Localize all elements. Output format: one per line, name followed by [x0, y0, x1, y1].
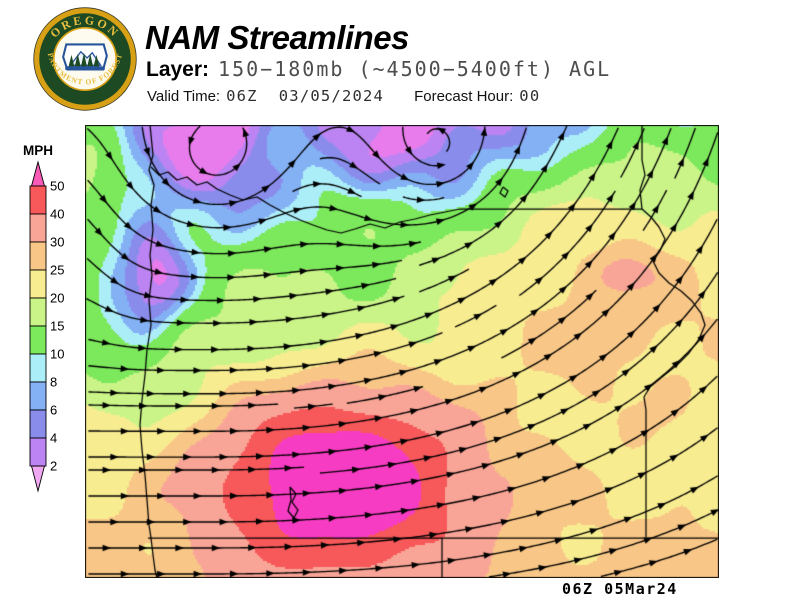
legend-tick-label: 15 — [50, 319, 64, 334]
legend-tick-label: 30 — [50, 235, 64, 250]
map-timestamp: 06Z 05Mar24 — [562, 580, 678, 598]
legend-color-segment — [29, 213, 47, 243]
legend-color-segment — [29, 241, 47, 271]
legend-color-segment — [29, 185, 47, 215]
layer-label: Layer: — [146, 58, 210, 81]
valid-time-line: Valid Time: 06Z 03/05/2024 Forecast Hour… — [147, 87, 540, 105]
legend-tick-label: 20 — [50, 291, 64, 306]
legend-arrow-low-icon — [30, 465, 46, 493]
forecast-hour-value: 00 — [519, 87, 541, 105]
legend-color-segment — [29, 381, 47, 411]
wind-speed-legend: MPH 50 40 30 25 20 15 10 8 6 4 2 — [23, 143, 64, 493]
legend-tick-label: 4 — [50, 431, 57, 446]
legend-color-segment — [29, 353, 47, 383]
oregon-forestry-seal-icon: OREGON DEPARTMENT OF FORESTRY — [30, 0, 137, 111]
legend-tick-label: 6 — [50, 403, 57, 418]
logo-emblem — [62, 43, 108, 71]
legend-title: MPH — [23, 143, 53, 158]
forecast-hour-label: Forecast Hour: — [414, 88, 514, 105]
legend-color-segment — [29, 437, 47, 467]
legend-tick-label: 40 — [50, 207, 64, 222]
streamline-weather-map — [85, 125, 719, 578]
odf-logo: OREGON DEPARTMENT OF FORESTRY — [30, 0, 137, 111]
valid-time-label: Valid Time: — [147, 88, 221, 105]
legend-color-segment — [29, 325, 47, 355]
legend-color-segment — [29, 269, 47, 299]
layer-value: 150−180mb (~4500−5400ft) AGL — [218, 57, 612, 81]
legend-color-segment — [29, 409, 47, 439]
legend-tick-label: 50 — [50, 179, 64, 194]
legend-color-segment — [29, 297, 47, 327]
page-title: NAM Streamlines — [145, 19, 409, 56]
legend-tick-label: 25 — [50, 263, 64, 278]
legend-tick-label: 10 — [50, 347, 64, 362]
logo-trees-icon — [68, 52, 100, 68]
legend-tick-label: 8 — [50, 375, 57, 390]
legend-arrow-high-icon — [30, 160, 46, 187]
layer-line: Layer: 150−180mb (~4500−5400ft) AGL — [146, 57, 611, 82]
legend-tick-label: 2 — [50, 459, 57, 474]
valid-time-value: 06Z 03/05/2024 — [226, 87, 385, 105]
